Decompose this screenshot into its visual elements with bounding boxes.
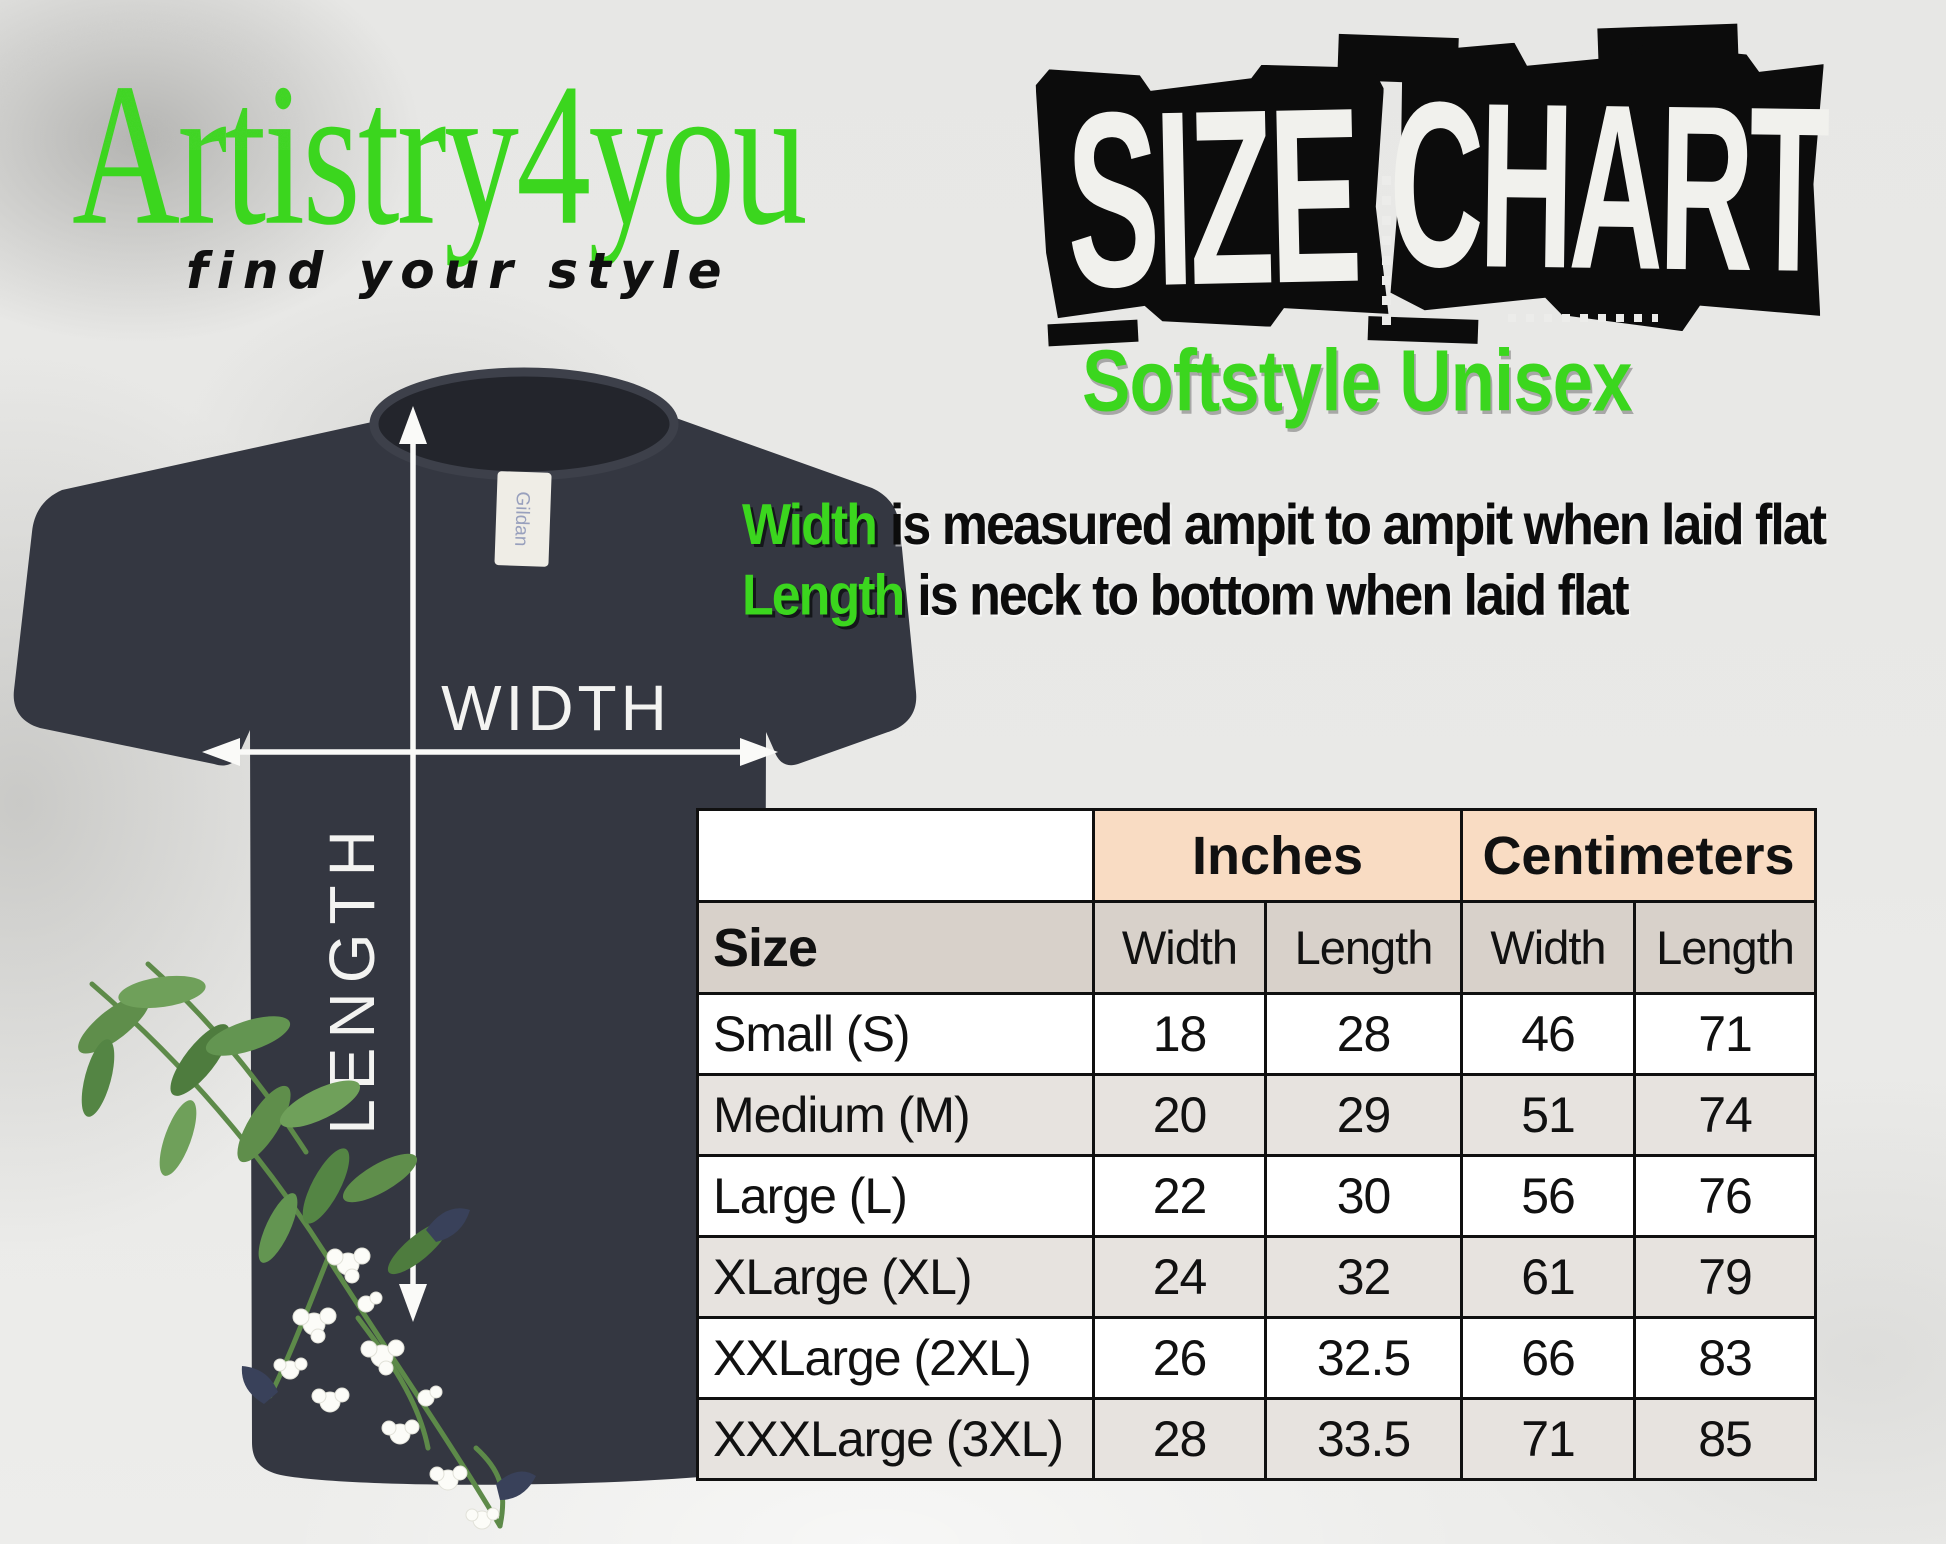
column-header-width-cm: Width [1460, 900, 1636, 995]
table-corner-cell [696, 808, 1095, 903]
title-word-size: SIZE [1035, 55, 1388, 340]
instruction-length: Length is neck to bottom when laid flat [742, 560, 1825, 630]
unit-header-inches: Inches [1092, 808, 1463, 903]
value-cell: 51 [1460, 1073, 1636, 1157]
value-cell: 33.5 [1264, 1397, 1463, 1481]
size-table: Inches Centimeters Size Width Length Wid… [696, 808, 1817, 1481]
flower-blossoms [273, 1247, 500, 1530]
instruction-length-text: is neck to bottom when laid flat [917, 563, 1629, 628]
value-cell: 71 [1460, 1397, 1636, 1481]
shirt-tag-label: Gildan [510, 491, 533, 547]
arrowhead-down [399, 1284, 427, 1322]
flower-leaves [78, 975, 449, 1275]
value-cell: 32.5 [1264, 1316, 1463, 1400]
value-cell: 61 [1460, 1235, 1636, 1319]
table-row-medium: Medium (M) 20 29 51 74 [696, 1073, 1817, 1157]
measurement-instructions: Width is measured ampit to ampit when lai… [742, 490, 1827, 631]
dotted-divider-vertical [1382, 176, 1391, 326]
size-cell: XLarge (XL) [696, 1235, 1095, 1319]
table-row-small: Small (S) 18 28 46 71 [696, 992, 1817, 1076]
size-cell: XXLarge (2XL) [696, 1316, 1095, 1400]
dotted-divider-horizontal [1508, 314, 1658, 322]
value-cell: 29 [1264, 1073, 1463, 1157]
value-cell: 56 [1460, 1154, 1636, 1238]
flower-sprig [78, 961, 536, 1530]
subtitle-softstyle: Softstyle Unisex [1082, 331, 1632, 430]
column-header-width-in: Width [1092, 900, 1267, 995]
unit-header-centimeters: Centimeters [1460, 808, 1817, 903]
title-word-chart-text: CHART [1387, 51, 1827, 321]
value-cell: 28 [1264, 992, 1463, 1076]
column-header-row: Size Width Length Width Length [696, 900, 1817, 995]
column-header-length-in: Length [1264, 900, 1463, 995]
size-cell: XXXLarge (3XL) [696, 1397, 1095, 1481]
table-row-xxxlarge: XXXLarge (3XL) 28 33.5 71 85 [696, 1397, 1817, 1481]
value-cell: 20 [1092, 1073, 1267, 1157]
instruction-width-text: is measured ampit to ampit when laid fla… [889, 493, 1827, 558]
instruction-length-term: Length [742, 563, 905, 628]
arrowhead-up [399, 406, 427, 444]
shirt-neck-tag: Gildan [494, 471, 552, 567]
arrowhead-right [740, 738, 778, 766]
flower-stems [89, 961, 506, 1529]
column-header-size: Size [696, 900, 1095, 995]
value-cell: 74 [1633, 1073, 1817, 1157]
length-arrow [399, 406, 427, 1322]
table-row-xxlarge: XXLarge (2XL) 26 32.5 66 83 [696, 1316, 1817, 1400]
value-cell: 79 [1633, 1235, 1817, 1319]
value-cell: 46 [1460, 992, 1636, 1076]
value-cell: 66 [1460, 1316, 1636, 1400]
value-cell: 18 [1092, 992, 1267, 1076]
size-cell: Small (S) [696, 992, 1095, 1076]
value-cell: 28 [1092, 1397, 1267, 1481]
value-cell: 83 [1633, 1316, 1817, 1400]
size-cell: Medium (M) [696, 1073, 1095, 1157]
size-chart-title: SIZE CHART [1035, 23, 1827, 347]
value-cell: 85 [1633, 1397, 1817, 1481]
arrowhead-left [202, 738, 240, 766]
unit-header-row: Inches Centimeters [696, 808, 1817, 903]
instruction-width-term: Width [742, 493, 878, 558]
value-cell: 24 [1092, 1235, 1267, 1319]
title-word-chart: CHART [1387, 41, 1827, 333]
value-cell: 76 [1633, 1154, 1817, 1238]
width-arrow-label: WIDTH [441, 672, 671, 744]
value-cell: 26 [1092, 1316, 1267, 1400]
brand-tagline: find your style [186, 242, 731, 300]
tshirt-body [13, 382, 917, 1485]
value-cell: 32 [1264, 1235, 1463, 1319]
value-cell: 30 [1264, 1154, 1463, 1238]
column-header-length-cm: Length [1633, 900, 1817, 995]
instruction-width: Width is measured ampit to ampit when lai… [742, 490, 1827, 560]
flower-dark-petals [241, 1208, 536, 1500]
value-cell: 71 [1633, 992, 1817, 1076]
value-cell: 22 [1092, 1154, 1267, 1238]
title-word-size-text: SIZE [1064, 54, 1360, 340]
collar-opening [374, 372, 674, 476]
brand-logo: Artistry4you [72, 41, 808, 268]
width-arrow [202, 738, 778, 766]
table-row-large: Large (L) 22 30 56 76 [696, 1154, 1817, 1238]
tshirt-diagram: Gildan WIDTH LENGTH [13, 367, 917, 1485]
size-cell: Large (L) [696, 1154, 1095, 1238]
table-row-xlarge: XLarge (XL) 24 32 61 79 [696, 1235, 1817, 1319]
